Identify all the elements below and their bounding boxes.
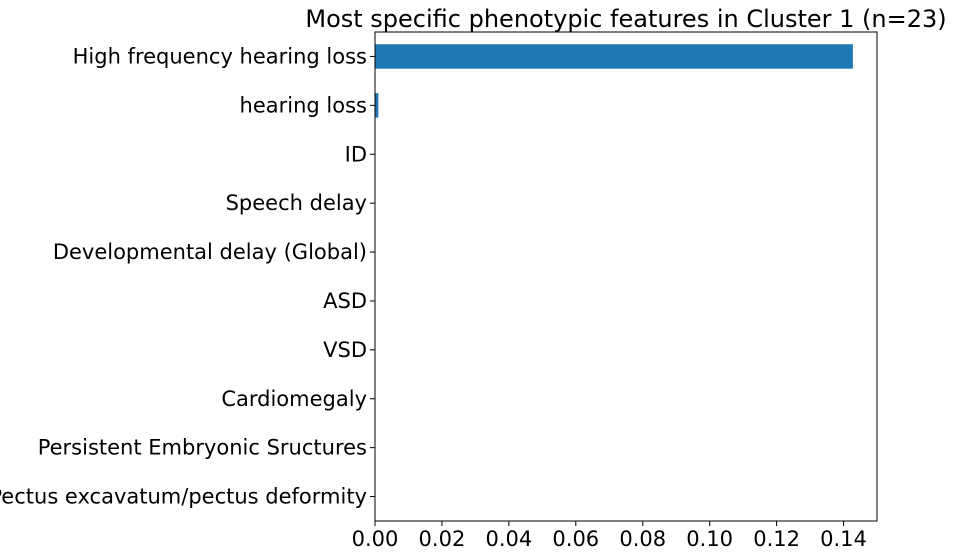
x-tick-label: 0.14 [820, 527, 867, 551]
y-tick-label: Developmental delay (Global) [53, 240, 367, 264]
chart-title: Most specific phenotypic features in Clu… [305, 5, 946, 33]
y-tick-label: hearing loss [240, 93, 367, 117]
y-tick-label: Persistent Embryonic Sructures [38, 436, 367, 460]
x-tick-label: 0.10 [686, 527, 733, 551]
y-tick-label: Pectus excavatum/pectus deformity [0, 485, 367, 509]
x-tick-label: 0.04 [485, 527, 532, 551]
y-tick-label: Speech delay [226, 191, 367, 215]
x-tick-label: 0.00 [352, 527, 399, 551]
y-tick-label: ID [345, 142, 367, 166]
plot-frame [374, 31, 878, 522]
x-tick-label: 0.06 [552, 527, 599, 551]
x-tick-label: 0.12 [753, 527, 800, 551]
y-tick-label: VSD [323, 338, 367, 362]
bar [375, 44, 853, 69]
bar [375, 93, 379, 118]
y-tick-label: Cardiomegaly [221, 387, 367, 411]
x-axis: 0.00 0.02 0.04 0.06 0.08 0.10 0.12 0.14 [352, 521, 867, 551]
y-tick-label: High frequency hearing loss [73, 44, 367, 68]
y-axis-labels: High frequency hearing loss hearing loss I… [0, 44, 375, 509]
bars-group [375, 44, 853, 509]
x-tick-label: 0.08 [619, 527, 666, 551]
x-tick-label: 0.02 [419, 527, 466, 551]
y-tick-label: ASD [323, 289, 367, 313]
